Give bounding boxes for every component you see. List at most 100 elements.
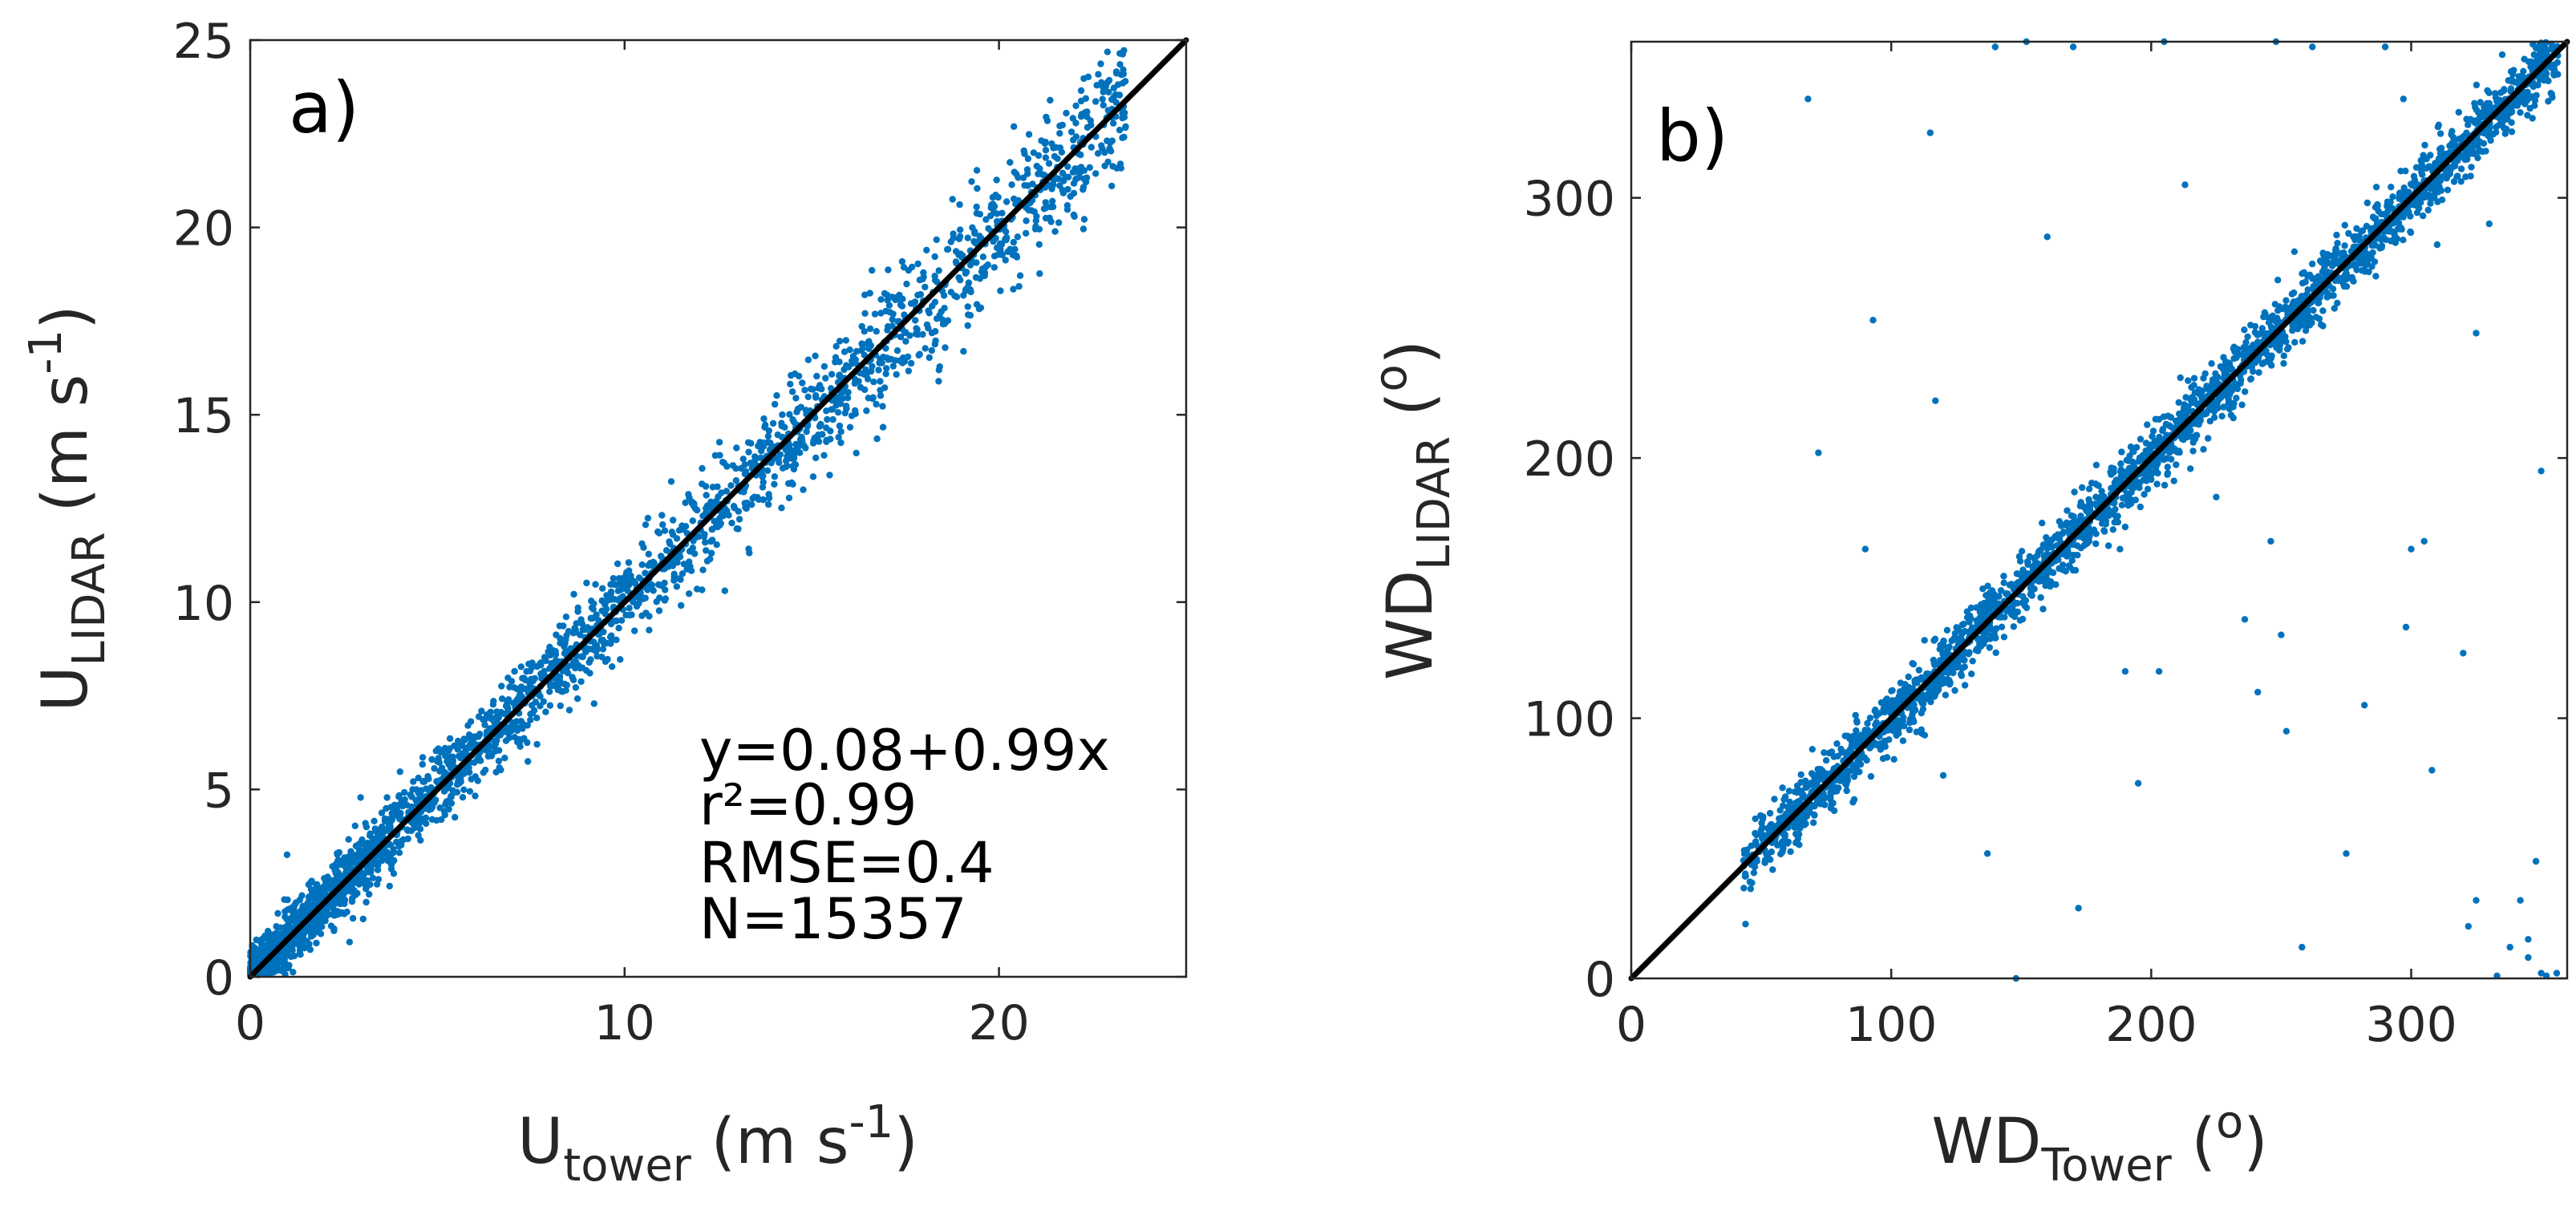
panel-a-point-58: [837, 439, 844, 447]
panel-b-point-1750: [1992, 649, 1999, 657]
panel-a-point-2454: [589, 646, 597, 653]
panel-a-point-939: [383, 794, 391, 801]
panel-a-point-973: [614, 560, 622, 568]
panel-a-point-1517: [944, 245, 951, 253]
panel-a-point-2246: [826, 472, 833, 479]
panel-a-point-597: [909, 263, 916, 271]
panel-b-point-683: [2280, 352, 2287, 359]
panel-a-point-2058: [420, 815, 427, 822]
panel-a-point-1064: [1002, 257, 1010, 264]
panel-b-point-2123: [2427, 200, 2434, 207]
panel-a-point-2078: [873, 400, 880, 408]
panel-a-point-1772: [782, 446, 790, 454]
panel-a-point-2147: [669, 531, 677, 538]
panel-b-point-2106: [2508, 119, 2515, 126]
panel-a-x-tick-label-1: 10: [594, 995, 655, 1051]
panel-b-point-763: [2117, 466, 2124, 473]
panel-a-point-283: [1042, 147, 1050, 154]
panel-a-point-2220: [570, 590, 577, 598]
panel-a-point-2108: [689, 517, 696, 524]
panel-b-point-2153: [2358, 267, 2366, 274]
panel-a-point-2499: [466, 788, 474, 795]
panel-a-point-2436: [386, 882, 393, 890]
panel-a-point-1585: [853, 347, 861, 355]
panel-a-point-1631: [951, 292, 958, 299]
panel-a-point-1783: [873, 328, 881, 335]
panel-b-point-1516: [2321, 263, 2328, 270]
panel-a-point-2262: [417, 836, 424, 844]
panel-a-point-747: [419, 760, 426, 768]
panel-b-point-1920: [2454, 172, 2461, 180]
panel-a-point-1015: [603, 605, 610, 613]
panel-a-point-2520: [931, 253, 938, 261]
panel-b-point-1159: [2319, 307, 2327, 314]
panel-a-point-1368: [1030, 149, 1038, 156]
panel-a-point-307: [907, 359, 915, 367]
panel-b-point-2298: [2181, 407, 2188, 414]
panel-a-point-2168: [678, 570, 687, 577]
panel-a-point-1727: [967, 288, 974, 296]
panel-b-point-1810: [1943, 626, 1951, 634]
panel-a-point-1757: [998, 209, 1006, 217]
panel-a-point-2511: [446, 735, 454, 743]
panel-a-point-1822: [395, 843, 403, 850]
panel-a-point-986: [495, 757, 503, 765]
panel-a-point-984: [1025, 206, 1033, 214]
panel-a-point-1720: [1116, 160, 1124, 168]
panel-b-point-1790: [1806, 808, 1813, 816]
panel-a-point-2178: [341, 862, 348, 869]
panel-b-point-2029: [1979, 585, 1987, 593]
panel-a-point-1354: [715, 439, 723, 446]
panel-a-point-1940: [923, 246, 930, 254]
panel-a-point-2598: [420, 777, 427, 785]
panel-a-point-1110: [889, 316, 896, 323]
panel-a-point-2348: [709, 537, 716, 544]
panel-b-point-1842: [1978, 601, 1985, 608]
panel-a-point-2552: [815, 384, 822, 392]
panel-a-point-352: [885, 302, 893, 309]
panel-a-point-1005: [656, 594, 663, 601]
panel-a-point-2136: [388, 810, 395, 817]
panel-b-point-1171: [2137, 503, 2144, 511]
panel-a-point-2302: [932, 337, 939, 345]
panel-a-point-2250: [334, 861, 341, 869]
panel-a-point-706: [577, 678, 585, 686]
panel-b-point-2213: [2009, 605, 2016, 613]
panel-a-point-721: [823, 424, 830, 431]
panel-b-point-2318: [2027, 588, 2035, 595]
panel-a-point-1122: [820, 362, 828, 371]
panel-a-point-2572: [1003, 234, 1011, 241]
panel-a-point-766: [935, 378, 942, 385]
panel-b-point-2006: [1950, 636, 1958, 643]
panel-b-point-666: [2144, 421, 2151, 428]
panel-a-point-1241: [793, 441, 800, 448]
panel-a-point-2217: [290, 969, 297, 976]
panel-a-point-1791: [700, 533, 708, 541]
panel-b-point-2146: [2475, 148, 2482, 156]
panel-a-point-1243: [440, 788, 448, 795]
panel-a-point-1669: [1122, 124, 1129, 132]
panel-b-point-2352: [2274, 277, 2282, 284]
panel-a-point-2546: [759, 496, 768, 504]
panel-b-point-932: [2444, 186, 2452, 193]
panel-a-point-1898: [477, 757, 484, 764]
panel-a-point-1780: [627, 572, 634, 580]
panel-a-point-2570: [561, 650, 569, 657]
panel-b-point-966: [1879, 755, 1887, 763]
panel-a-point-2317: [865, 375, 872, 383]
panel-a-point-1847: [625, 559, 633, 566]
panel-a-point-2143: [387, 818, 394, 826]
panel-a-point-2580: [916, 276, 924, 284]
panel-b-point-2004: [2288, 290, 2296, 298]
panel-a-point-2474: [846, 346, 853, 354]
panel-b-point-2024: [1837, 745, 1845, 753]
panel-a-point-899: [662, 547, 670, 554]
panel-a-point-2471: [809, 473, 817, 480]
panel-b-point-2351: [2323, 257, 2330, 264]
panel-b-point-2355: [1800, 815, 1808, 822]
panel-b-point-1802: [2164, 464, 2171, 471]
panel-a-point-2442: [1062, 173, 1069, 180]
panel-b-point-799: [2363, 199, 2371, 207]
panel-b-point-161: [1921, 637, 1928, 644]
panel-a-point-2209: [717, 520, 724, 527]
